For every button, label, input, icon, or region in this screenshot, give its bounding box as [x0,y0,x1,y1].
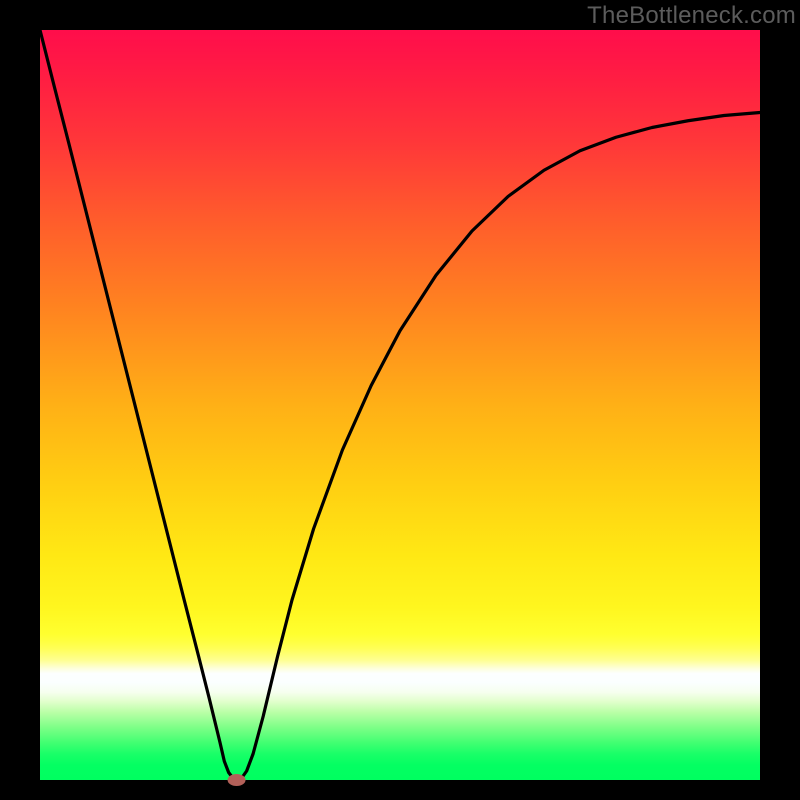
chart-gradient-background [0,0,800,800]
plot-border-top [0,0,800,30]
plot-border-left [0,0,40,800]
plot-border-bottom [0,780,800,800]
plot-border-right [760,0,800,800]
